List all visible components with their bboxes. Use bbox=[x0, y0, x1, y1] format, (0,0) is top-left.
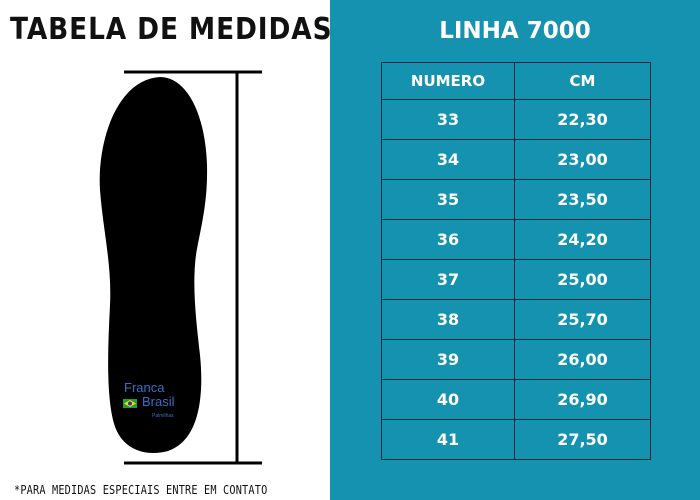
cell-numero: 36 bbox=[381, 219, 515, 260]
cell-numero: 39 bbox=[381, 339, 515, 380]
brand-line-2: Brasil bbox=[142, 394, 175, 409]
cell-numero: 41 bbox=[381, 419, 515, 460]
cell-cm: 27,50 bbox=[514, 419, 651, 460]
cell-numero: 33 bbox=[381, 99, 515, 140]
footnote: *PARA MEDIDAS ESPECIAIS ENTRE EM CONTATO bbox=[14, 482, 268, 497]
table-row: 38 25,70 bbox=[381, 299, 651, 340]
cell-cm: 22,30 bbox=[514, 99, 651, 140]
cell-numero: 34 bbox=[381, 139, 515, 180]
table-row: 40 26,90 bbox=[381, 379, 651, 420]
page-title: TABELA DE MEDIDAS bbox=[10, 12, 333, 47]
brand-line-3: Palmilhas bbox=[152, 413, 174, 419]
cell-cm: 23,00 bbox=[514, 139, 651, 180]
cell-cm: 25,70 bbox=[514, 299, 651, 340]
cell-numero: 40 bbox=[381, 379, 515, 420]
table-header-row: NUMERO CM bbox=[381, 62, 651, 100]
cell-cm: 24,20 bbox=[514, 219, 651, 260]
header-numero: NUMERO bbox=[381, 62, 515, 100]
header-cm: CM bbox=[514, 62, 651, 100]
table-row: 33 22,30 bbox=[381, 99, 651, 140]
insole-shape bbox=[99, 77, 208, 453]
insole-diagram bbox=[99, 70, 262, 465]
cell-cm: 23,50 bbox=[514, 179, 651, 220]
cell-numero: 35 bbox=[381, 179, 515, 220]
cell-numero: 38 bbox=[381, 299, 515, 340]
table-row: 39 26,00 bbox=[381, 339, 651, 380]
cell-cm: 26,90 bbox=[514, 379, 651, 420]
table-row: 36 24,20 bbox=[381, 219, 651, 260]
product-line-title: LINHA 7000 bbox=[439, 18, 591, 44]
brand-logo: Franca Brasil Palmilhas bbox=[118, 380, 188, 430]
table-row: 41 27,50 bbox=[381, 419, 651, 460]
table-row: 35 23,50 bbox=[381, 179, 651, 220]
cell-numero: 37 bbox=[381, 259, 515, 300]
table-row: 37 25,00 bbox=[381, 259, 651, 300]
size-table: NUMERO CM 33 22,30 34 23,00 35 23,50 bbox=[381, 62, 651, 460]
table-row: 34 23,00 bbox=[381, 139, 651, 180]
cell-cm: 26,00 bbox=[514, 339, 651, 380]
brazil-flag-icon bbox=[123, 399, 137, 408]
insole-panel: TABELA DE MEDIDAS Franca Brasil Palmilha… bbox=[0, 0, 333, 500]
brand-line-1: Franca bbox=[124, 380, 165, 395]
cell-cm: 25,00 bbox=[514, 259, 651, 300]
table-panel: LINHA 7000 NUMERO CM 33 22,30 34 23,00 bbox=[330, 0, 700, 500]
